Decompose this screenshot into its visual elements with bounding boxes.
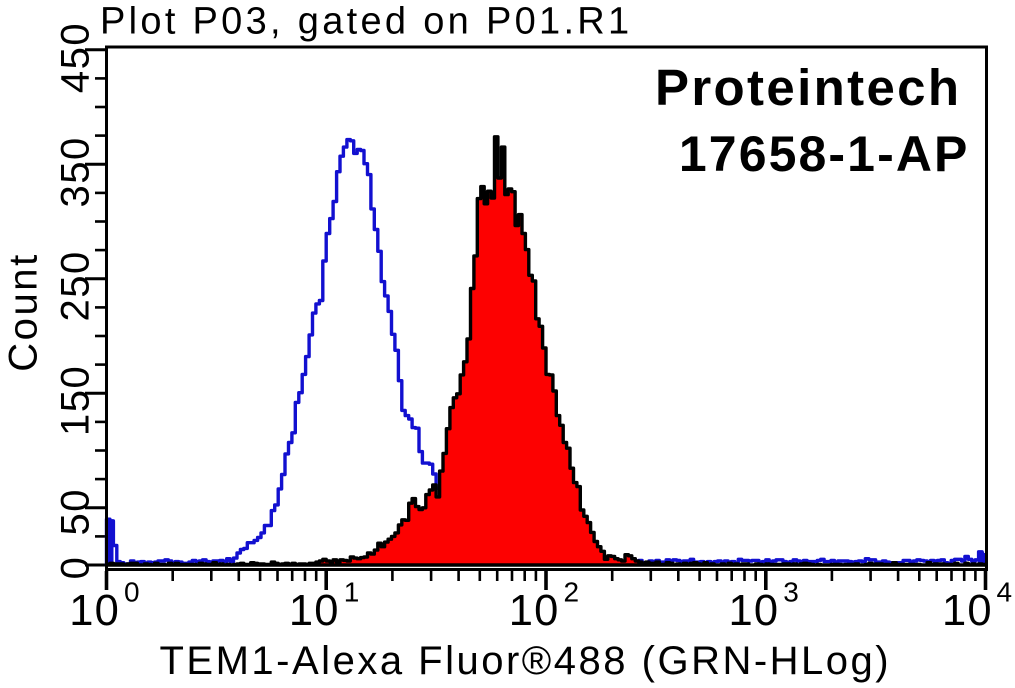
svg-text:3: 3 — [783, 577, 799, 608]
svg-text:350: 350 — [54, 136, 98, 207]
svg-text:450: 450 — [54, 22, 98, 93]
svg-text:Count: Count — [2, 252, 46, 372]
svg-text:10: 10 — [289, 587, 340, 635]
svg-text:Plot P03, gated on P01.R1: Plot P03, gated on P01.R1 — [100, 1, 633, 43]
svg-text:0: 0 — [124, 577, 140, 608]
svg-text:10: 10 — [69, 587, 120, 635]
svg-text:17658-1-AP: 17658-1-AP — [679, 126, 970, 182]
svg-text:10: 10 — [942, 587, 993, 635]
svg-text:4: 4 — [997, 577, 1013, 608]
svg-text:50: 50 — [54, 488, 98, 536]
svg-text:TEM1-Alexa Fluor®488 (GRN-HLog: TEM1-Alexa Fluor®488 (GRN-HLog) — [160, 639, 892, 683]
svg-text:1: 1 — [344, 577, 360, 608]
svg-text:2: 2 — [564, 577, 580, 608]
svg-text:10: 10 — [509, 587, 560, 635]
svg-text:150: 150 — [54, 365, 98, 436]
svg-text:250: 250 — [54, 250, 98, 321]
svg-text:Proteintech: Proteintech — [655, 59, 961, 116]
svg-text:10: 10 — [729, 587, 780, 635]
svg-text:0: 0 — [54, 556, 98, 580]
